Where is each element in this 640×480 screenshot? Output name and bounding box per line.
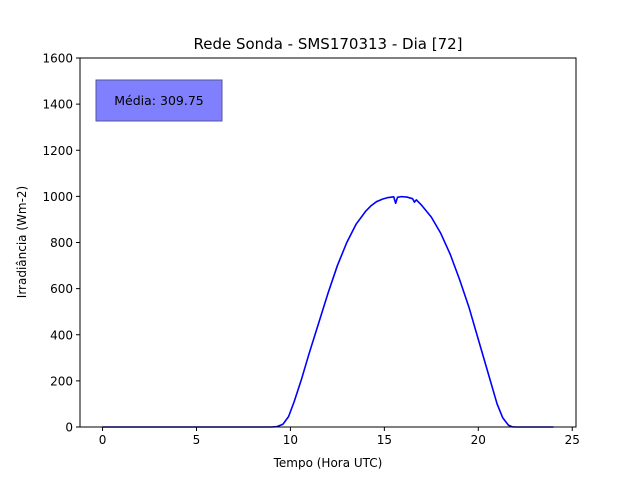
- y-axis-label: Irradiância (Wm-2): [15, 186, 29, 298]
- y-tick-label: 1600: [42, 52, 73, 66]
- y-tick-label: 0: [65, 421, 73, 435]
- x-tick-label: 20: [471, 433, 486, 447]
- x-tick-label: 5: [193, 433, 201, 447]
- x-tick-label: 15: [377, 433, 392, 447]
- x-tick-label: 10: [283, 433, 298, 447]
- y-tick-label: 200: [50, 374, 73, 388]
- y-tick-label: 800: [50, 236, 73, 250]
- series-line-0: [102, 195, 554, 428]
- mean-annotation-text: Média: 309.75: [114, 93, 203, 108]
- mean-annotation-box: [95, 79, 223, 122]
- mean-annotation: Média: 309.75: [95, 79, 223, 122]
- chart-title: Rede Sonda - SMS170313 - Dia [72]: [193, 35, 462, 53]
- y-tick-label: 1000: [42, 190, 73, 204]
- x-axis-label: Tempo (Hora UTC): [273, 456, 383, 470]
- y-tick-label: 400: [50, 328, 73, 342]
- x-tick-label: 25: [565, 433, 580, 447]
- y-tick-label: 1200: [42, 144, 73, 158]
- x-tick-label: 0: [99, 433, 107, 447]
- y-tick-label: 600: [50, 282, 73, 296]
- y-tick-label: 1400: [42, 98, 73, 112]
- plot-area: 0 5 10 15 20 25 0 200 400 600 800 1000 1200 1400 1600: [42, 52, 579, 448]
